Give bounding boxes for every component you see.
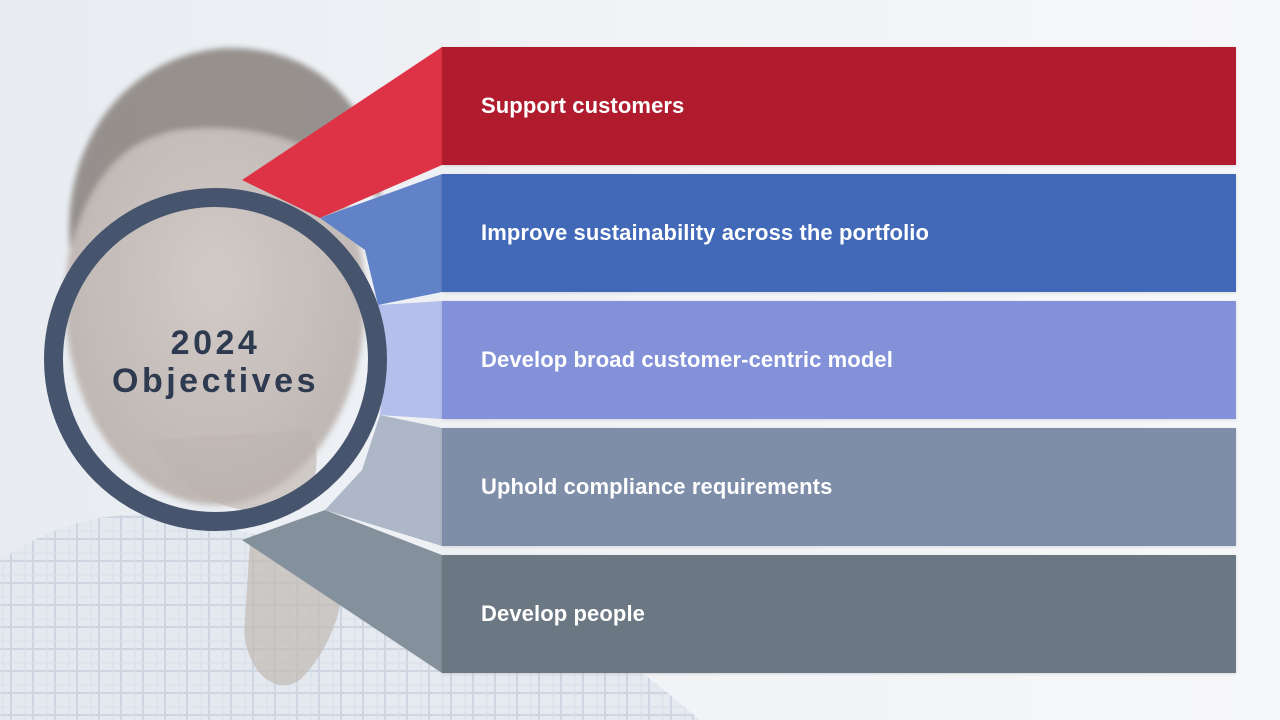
wedge-develop-people	[242, 510, 442, 673]
wedge-customer-centric	[378, 301, 442, 419]
objective-bar-develop-people: Develop people	[442, 555, 1236, 673]
ring-title: 2024 Objectives	[112, 324, 319, 400]
wedge-sustainability	[320, 174, 442, 305]
wedge-support-customers	[242, 47, 442, 218]
objectives-ring: 2024 Objectives	[44, 188, 387, 531]
objective-label: Improve sustainability across the portfo…	[481, 220, 930, 245]
objective-label: Support customers	[481, 93, 685, 118]
objective-label: Develop broad customer-centric model	[481, 347, 893, 372]
objective-label: Develop people	[481, 601, 645, 626]
wedge-compliance	[325, 415, 442, 546]
objective-bar-sustainability: Improve sustainability across the portfo…	[442, 174, 1236, 292]
ring-label: Objectives	[112, 362, 319, 400]
ring-year: 2024	[170, 324, 261, 362]
objective-label: Uphold compliance requirements	[481, 474, 833, 499]
objective-bar-support-customers: Support customers	[442, 47, 1236, 165]
objective-bar-compliance: Uphold compliance requirements	[442, 428, 1236, 546]
objective-bar-customer-centric: Develop broad customer-centric model	[442, 301, 1236, 419]
